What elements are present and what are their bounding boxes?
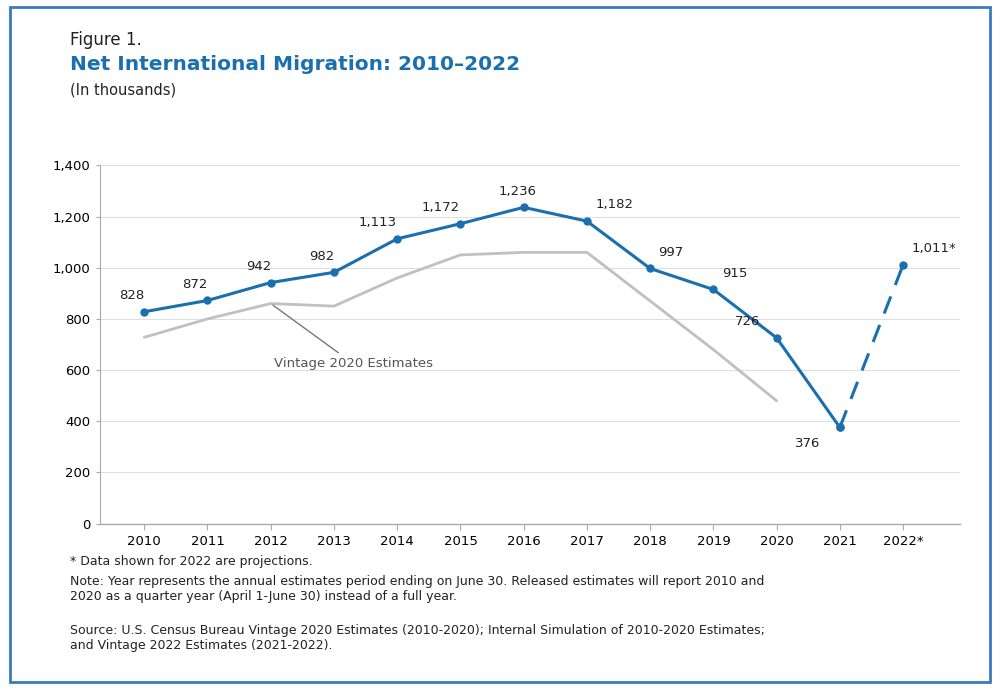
Text: Vintage 2020 Estimates: Vintage 2020 Estimates [273, 305, 433, 370]
Text: 726: 726 [735, 315, 760, 328]
Text: * Data shown for 2022 are projections.: * Data shown for 2022 are projections. [70, 555, 313, 568]
Text: 982: 982 [309, 249, 334, 263]
Text: Note: Year represents the annual estimates period ending on June 30. Released es: Note: Year represents the annual estimat… [70, 575, 764, 604]
Text: 872: 872 [182, 278, 208, 291]
Text: 828: 828 [119, 289, 145, 302]
Text: 915: 915 [722, 267, 747, 280]
Text: 1,236: 1,236 [499, 185, 537, 198]
Text: 1,011*: 1,011* [911, 243, 956, 255]
Text: 942: 942 [246, 260, 271, 273]
Text: 376: 376 [795, 437, 821, 450]
Text: Net International Migration: 2010–2022: Net International Migration: 2010–2022 [70, 55, 520, 74]
Text: 1,172: 1,172 [422, 201, 460, 214]
Text: Figure 1.: Figure 1. [70, 31, 142, 49]
Text: Source: U.S. Census Bureau Vintage 2020 Estimates (2010-2020); Internal Simulati: Source: U.S. Census Bureau Vintage 2020 … [70, 624, 765, 652]
Text: 1,113: 1,113 [358, 216, 396, 229]
Text: 997: 997 [658, 246, 684, 259]
Text: 1,182: 1,182 [595, 198, 633, 212]
Text: (In thousands): (In thousands) [70, 83, 176, 98]
